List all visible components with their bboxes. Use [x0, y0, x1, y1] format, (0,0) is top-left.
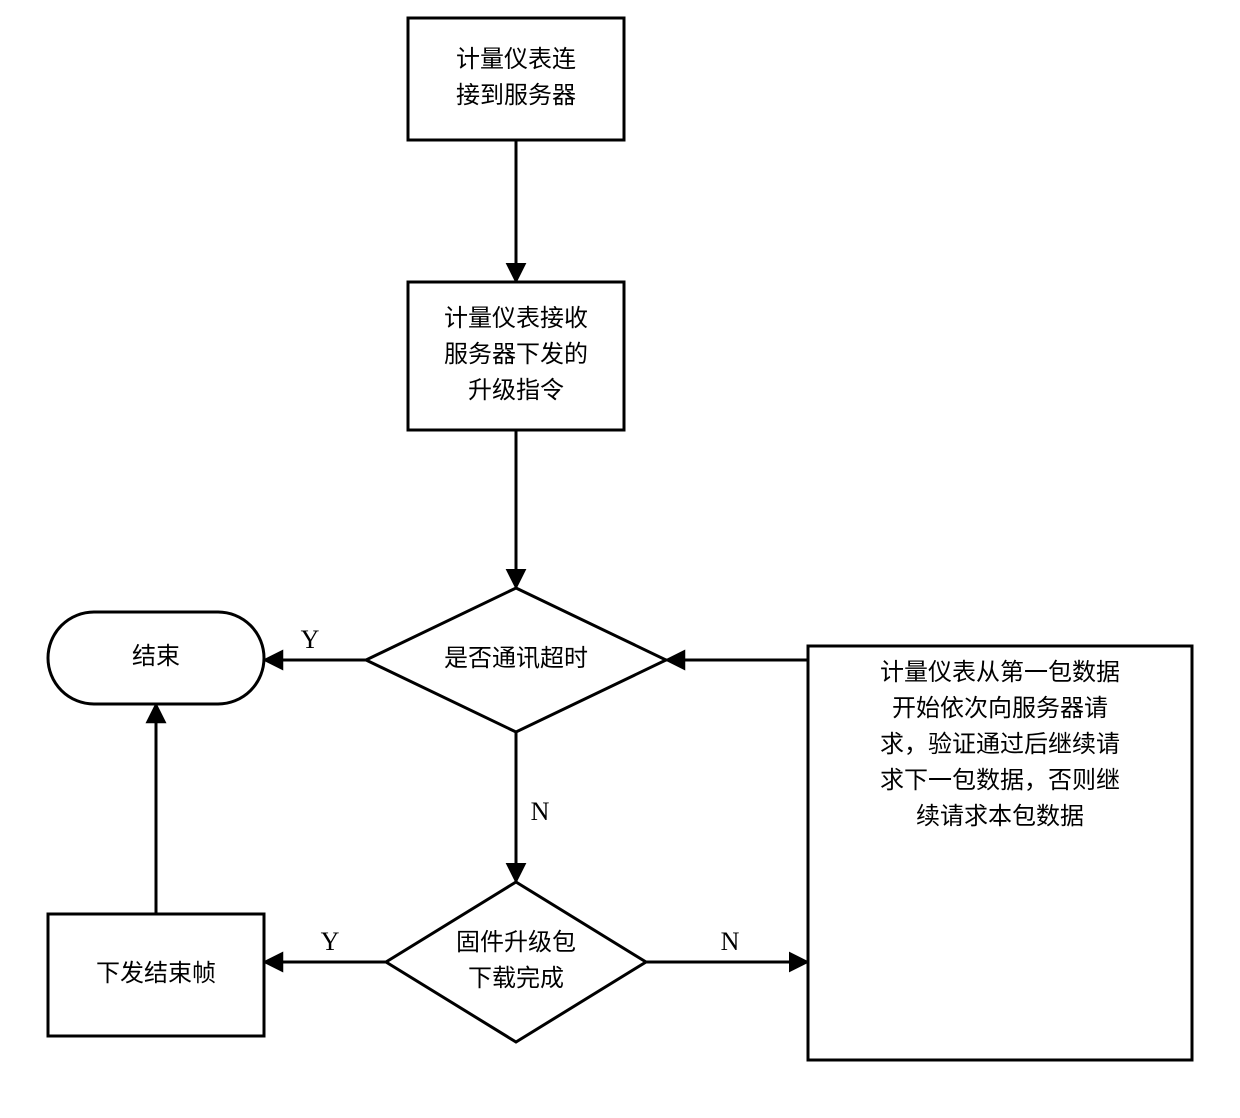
edge-label-d2-n3: Y: [321, 927, 340, 956]
edge-label-d1-end: Y: [301, 625, 320, 654]
node-text-d1: 是否通讯超时: [444, 645, 588, 672]
node-text-n3: 下发结束帧: [96, 960, 216, 987]
edges: Y N Y N: [156, 140, 808, 962]
node-text-end: 结束: [132, 643, 180, 670]
node-d2: 固件升级包下载完成: [386, 882, 646, 1042]
node-end: 结束: [48, 612, 264, 704]
node-n1: 计量仪表连接到服务器: [408, 18, 624, 140]
edge-label-d2-n4: N: [721, 927, 740, 956]
edge-label-d1-d2: N: [531, 797, 550, 826]
node-d1: 是否通讯超时: [366, 588, 666, 732]
nodes: 计量仪表连接到服务器计量仪表接收服务器下发的升级指令是否通讯超时固件升级包下载完…: [48, 18, 1192, 1060]
node-n3: 下发结束帧: [48, 914, 264, 1036]
node-n4: 计量仪表从第一包数据开始依次向服务器请求，验证通过后继续请求下一包数据，否则继续…: [808, 646, 1192, 1060]
node-n2: 计量仪表接收服务器下发的升级指令: [408, 282, 624, 430]
